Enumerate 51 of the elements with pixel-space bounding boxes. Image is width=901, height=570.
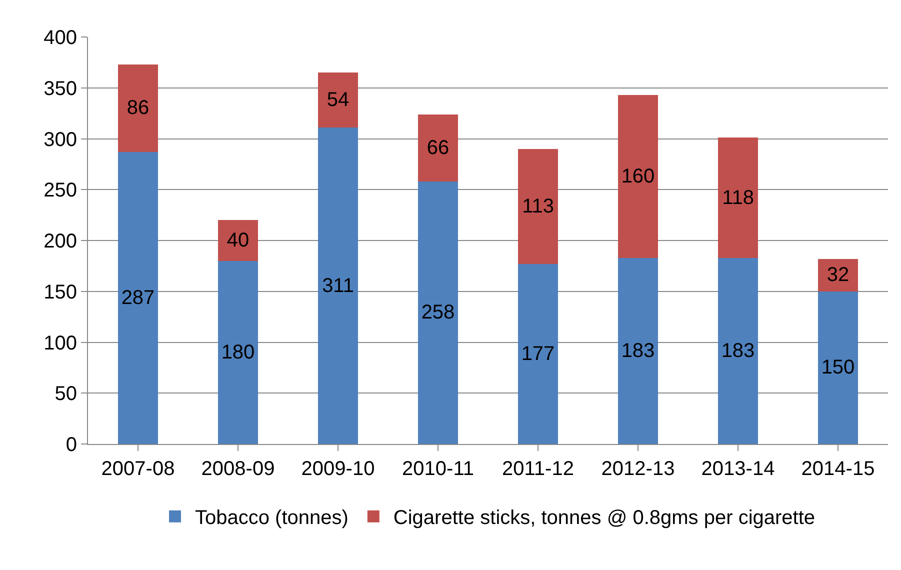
bar [718,138,758,258]
bar [318,72,358,128]
data-label: 160 [621,165,655,188]
bar [818,258,858,292]
data-label: 183 [721,340,755,362]
data-label: 40 [226,230,250,252]
y-tick-label: 150 [44,281,77,304]
y-tick-label: 300 [44,128,77,151]
bar [518,264,558,444]
x-tick-label: 2011-12 [502,458,574,480]
data-label: 54 [326,89,350,112]
y-tick-label: 100 [44,332,77,354]
x-tick-label: 2010-11 [402,458,474,480]
data-label: 32 [826,264,850,286]
y-tick-label: 200 [44,230,77,252]
bar [418,114,458,182]
bar [118,152,158,444]
legend-label: Cigarette sticks, tonnes @ 0.8gms per cigarette [393,507,816,530]
bar [518,148,558,264]
data-label: 311 [322,274,354,297]
data-label: 287 [121,286,155,309]
x-tick-label: 2013-14 [701,458,775,480]
bar [618,95,658,258]
data-label: 66 [426,136,450,159]
data-label: 113 [522,195,554,218]
y-tick-label: 50 [54,383,77,406]
legend-label: Tobacco (tonnes) [195,507,348,530]
bar [218,260,258,444]
bar [318,128,358,444]
x-tick-label: 2009-10 [301,458,375,480]
data-label: 86 [126,97,150,120]
data-label: 177 [521,342,555,365]
bar [418,181,458,444]
data-label: 183 [621,340,655,362]
y-tick-label: 0 [66,434,77,456]
bar [118,64,158,152]
y-tick-label: 350 [44,78,77,100]
bar [818,291,858,444]
data-label: 258 [421,302,455,324]
x-tick-label: 2012-13 [601,458,675,480]
x-tick-label: 2008-09 [201,458,275,480]
x-tick-label: 2014-15 [801,458,875,480]
bar [718,258,758,444]
data-label: 150 [821,356,855,379]
x-tick-label: 2007-08 [101,458,175,480]
y-tick-label: 400 [44,27,77,49]
y-tick-label: 250 [44,180,77,202]
bar [218,220,258,261]
data-label: 180 [221,341,255,364]
data-label: 118 [722,186,754,209]
bar [618,258,658,444]
